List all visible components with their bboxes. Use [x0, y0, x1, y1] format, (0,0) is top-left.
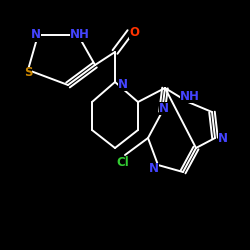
- Text: N: N: [118, 78, 128, 90]
- Text: S: S: [24, 66, 32, 80]
- Text: NH: NH: [180, 90, 200, 102]
- Text: Cl: Cl: [116, 156, 130, 170]
- Text: N: N: [31, 28, 41, 42]
- Text: O: O: [129, 26, 139, 38]
- Text: N: N: [218, 132, 228, 144]
- Text: N: N: [149, 162, 159, 175]
- Text: NH: NH: [70, 28, 90, 42]
- Text: N: N: [159, 102, 169, 114]
